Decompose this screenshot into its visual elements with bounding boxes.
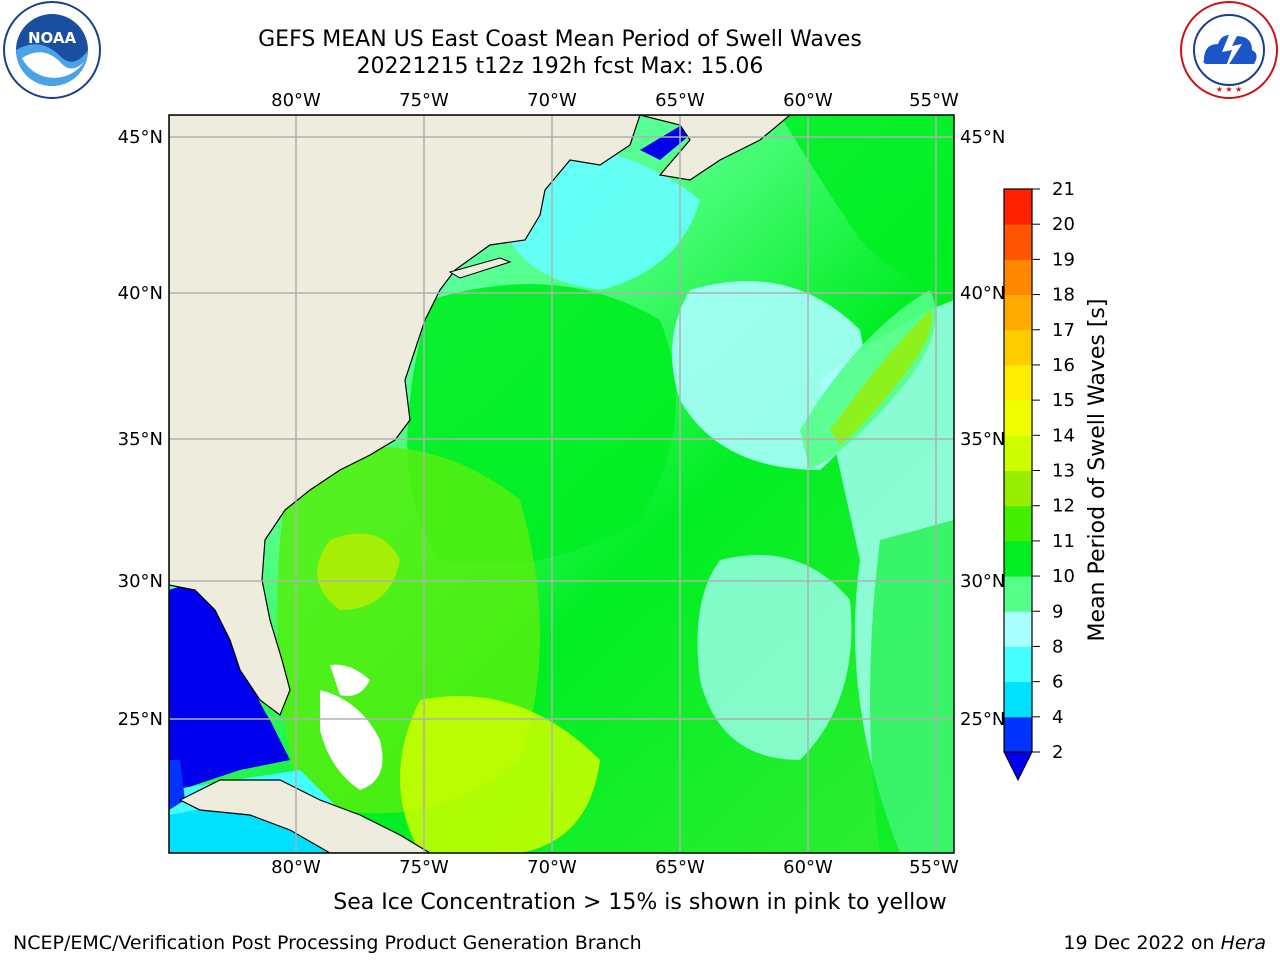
colorbar-tick-label: 12: [1052, 496, 1075, 517]
colorbar-tick-label: 9: [1052, 601, 1063, 622]
noaa-logo-text: NOAA: [28, 29, 77, 47]
svg-text:★ ★ ★: ★ ★ ★: [1216, 85, 1243, 94]
colorbar-band: [1004, 540, 1032, 577]
colorbar-band: [1004, 224, 1032, 260]
colorbar-band: [1004, 646, 1032, 683]
colorbar-band: [1004, 364, 1032, 401]
colorbar-tick-label: 10: [1052, 566, 1075, 587]
colorbar-tick-label: 4: [1052, 707, 1063, 728]
colorbar-band: [1004, 435, 1032, 471]
colorbar-band: [1004, 329, 1032, 366]
noaa-logo: NOAA: [3, 1, 101, 99]
machine-name: Hera: [1220, 932, 1266, 954]
map-field: [169, 115, 954, 853]
colorbar-underflow-triangle: [1003, 751, 1033, 782]
colorbar-tick-label: 15: [1052, 390, 1075, 411]
colorbar-bands: [1004, 189, 1032, 753]
colorbar-band: [1004, 681, 1032, 718]
colorbar-band: [1004, 294, 1032, 331]
lat-labels-right: 45°N 40°N 35°N 30°N 25°N: [960, 127, 1005, 730]
colorbar-tick-label: 17: [1052, 320, 1075, 341]
colorbar-tick-label: 19: [1052, 249, 1075, 270]
sea-ice-note: Sea Ice Concentration > 15% is shown in …: [333, 890, 947, 915]
lat-label-left: 35°N: [118, 429, 163, 450]
nws-logo: ★ ★ ★: [1180, 1, 1278, 99]
lon-label-bottom: 75°W: [399, 857, 449, 878]
date-stamp: 19 Dec 2022 on Hera: [1063, 932, 1266, 954]
map-title: GEFS MEAN US East Coast Mean Period of S…: [258, 27, 862, 52]
graticule: [169, 115, 954, 853]
lat-label-left: 25°N: [118, 709, 163, 730]
colorbar-band: [1004, 189, 1032, 225]
colorbar-tick-label: 14: [1052, 425, 1075, 446]
colorbar-tick-label: 20: [1052, 214, 1075, 235]
colorbar-tick-label: 6: [1052, 672, 1063, 693]
date-text: 19 Dec 2022 on: [1063, 932, 1215, 954]
lon-label-bottom: 55°W: [909, 857, 959, 878]
colorbar-band: [1004, 611, 1032, 647]
lon-label-bottom: 65°W: [655, 857, 705, 878]
colorbar-tick-label: 16: [1052, 355, 1075, 376]
lon-label-top: 65°W: [655, 90, 705, 111]
lon-label-top: 60°W: [783, 90, 833, 111]
colorbar-tick-label: 18: [1052, 285, 1075, 306]
colorbar-band: [1004, 259, 1032, 296]
lat-label-right: 35°N: [960, 429, 1005, 450]
map-frame: [168, 114, 955, 854]
colorbar-tick-label: 13: [1052, 461, 1075, 482]
colorbar-band: [1004, 505, 1032, 542]
lon-labels-bottom: 80°W 75°W 70°W 65°W 60°W 55°W: [271, 857, 959, 878]
lat-label-right: 40°N: [960, 283, 1005, 304]
colorbar-tick-label: 11: [1052, 531, 1075, 552]
credit-text: NCEP/EMC/Verification Post Processing Pr…: [13, 932, 642, 954]
lat-labels-left: 45°N 40°N 35°N 30°N 25°N: [118, 127, 163, 730]
colorbar-tick-label: 8: [1052, 636, 1063, 657]
lat-label-right: 45°N: [960, 127, 1005, 148]
lat-label-right: 25°N: [960, 709, 1005, 730]
lon-labels-top: 80°W 75°W 70°W 65°W 60°W 55°W: [271, 90, 959, 111]
lon-label-top: 70°W: [527, 90, 577, 111]
colorbar-tick-label: 21: [1052, 179, 1075, 200]
colorbar: 2 4 6 8 9 10 11 12 13 14 15 16 17 18 19 20 21 Mean Perio…: [1003, 179, 1110, 782]
colorbar-label: Mean Period of Swell Waves [s]: [1085, 299, 1110, 642]
lon-label-top: 55°W: [909, 90, 959, 111]
lon-label-top: 75°W: [399, 90, 449, 111]
colorbar-band: [1004, 716, 1032, 753]
lon-label-bottom: 80°W: [271, 857, 321, 878]
colorbar-ticks: 2 4 6 8 9 10 11 12 13 14 15 16 17 18 19 20 21: [1032, 179, 1075, 763]
colorbar-band: [1004, 400, 1032, 436]
map-subtitle: 20221215 t12z 192h fcst Max: 15.06: [356, 54, 764, 79]
lon-label-bottom: 60°W: [783, 857, 833, 878]
colorbar-band: [1004, 576, 1032, 612]
colorbar-band: [1004, 470, 1032, 507]
lon-label-top: 80°W: [271, 90, 321, 111]
lat-label-left: 45°N: [118, 127, 163, 148]
lat-label-left: 40°N: [118, 283, 163, 304]
lat-label-right: 30°N: [960, 571, 1005, 592]
lat-label-left: 30°N: [118, 571, 163, 592]
lon-label-bottom: 70°W: [527, 857, 577, 878]
colorbar-tick-label: 2: [1052, 742, 1063, 763]
